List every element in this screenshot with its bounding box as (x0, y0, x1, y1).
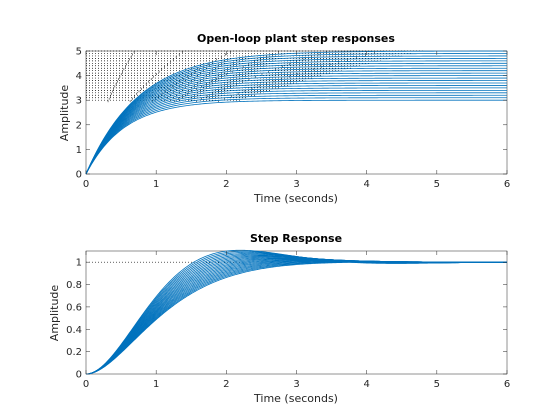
x-tick-label: 3 (293, 379, 299, 390)
plot1-title: Open-loop plant step responses (197, 32, 395, 45)
y-tick-label: 0.8 (66, 280, 82, 291)
y-tick-label: 3 (76, 96, 82, 107)
series-line (85, 80, 507, 175)
y-tick-label: 0.2 (66, 347, 82, 358)
x-tick-label: 3 (293, 179, 299, 190)
x-tick-label: 0 (83, 179, 89, 190)
plot1-series-lines (85, 50, 508, 175)
y-tick-label: 1 (76, 258, 82, 269)
plot1-x-ticks: 0 1 2 3 4 5 6 (83, 51, 510, 190)
series-line (85, 62, 507, 175)
y-tick-label: 5 (76, 47, 82, 58)
series-line (85, 65, 507, 175)
series-line (85, 72, 507, 175)
x-tick-label: 4 (363, 379, 369, 390)
x-tick-label: 5 (434, 179, 440, 190)
series-line (85, 97, 507, 175)
series-line (85, 85, 507, 175)
y-tick-label: 0.4 (66, 325, 82, 336)
y-tick-label: 0 (76, 370, 82, 381)
series-line (85, 67, 507, 175)
plot2-y-label: Amplitude (48, 285, 61, 342)
series-line (85, 99, 507, 175)
plot2-title: Step Response (250, 232, 342, 245)
series-line (85, 92, 507, 175)
plot1-y-ticks: 0 1 2 3 4 5 (76, 47, 507, 181)
x-tick-label: 2 (223, 379, 229, 390)
x-tick-label: 1 (153, 179, 159, 190)
series-line (85, 82, 507, 175)
plot2-y-ticks: 0 0.2 0.4 0.6 0.8 1 (66, 258, 507, 381)
y-tick-label: 0 (76, 170, 82, 181)
series-line (85, 77, 507, 175)
plot2-series-lines (85, 249, 508, 375)
y-tick-label: 1 (76, 145, 82, 156)
x-tick-label: 4 (363, 179, 369, 190)
series-line (85, 70, 507, 175)
series-line (85, 89, 507, 175)
series-line (85, 60, 508, 175)
x-tick-label: 2 (223, 179, 229, 190)
closed-loop-step-plot: Step Response 0 1 2 3 4 5 6 0 0.2 0.4 0.6 0.8 1 Tim… (48, 232, 510, 405)
plot2-x-ticks: 0 1 2 3 4 5 6 (83, 251, 510, 390)
plot1-x-label: Time (seconds) (253, 192, 338, 205)
series-line (85, 261, 507, 375)
y-tick-label: 4 (76, 71, 82, 82)
series-line (85, 75, 507, 175)
plot1-y-label: Amplitude (58, 85, 71, 142)
series-line (85, 87, 507, 175)
x-tick-label: 6 (504, 379, 510, 390)
y-tick-label: 0.6 (66, 302, 82, 313)
x-tick-label: 6 (504, 179, 510, 190)
plot2-x-label: Time (seconds) (253, 392, 338, 405)
x-tick-label: 5 (434, 379, 440, 390)
open-loop-step-plot: Open-loop plant step responses 0 1 2 3 4 5 6 0… (58, 32, 510, 205)
x-tick-label: 1 (153, 379, 159, 390)
y-tick-label: 2 (76, 120, 82, 131)
series-line (85, 58, 507, 175)
x-tick-label: 0 (83, 379, 89, 390)
series-line (85, 55, 507, 175)
series-line (85, 94, 507, 175)
